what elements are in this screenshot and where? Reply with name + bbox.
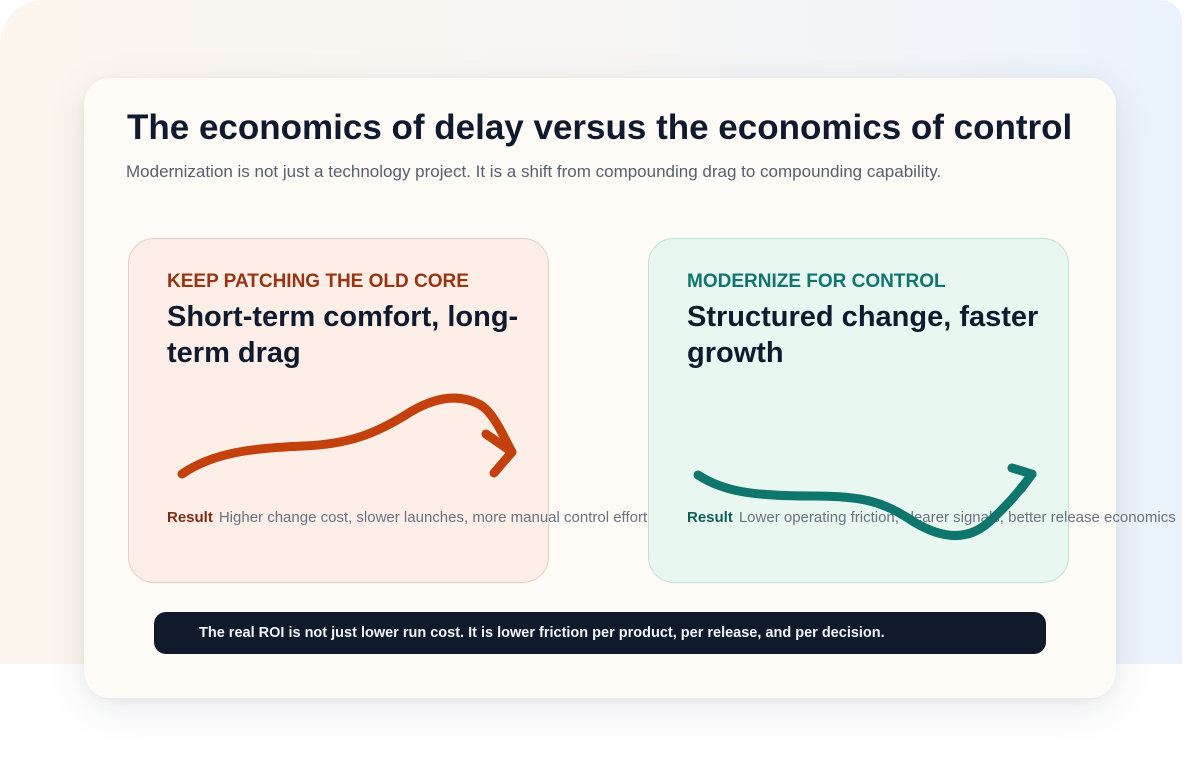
card-kicker: MODERNIZE FOR CONTROL xyxy=(687,271,946,292)
card-kicker: KEEP PATCHING THE OLD CORE xyxy=(167,271,469,292)
page-subtitle: Modernization is not just a technology p… xyxy=(126,162,942,181)
card-result: Result Higher change cost, slower launche… xyxy=(167,509,647,526)
option-card-modernize: MODERNIZE FOR CONTROL Structured change,… xyxy=(648,238,1176,583)
roi-banner: The real ROI is not just lower run cost.… xyxy=(154,612,1046,654)
result-text: Lower operating friction, clearer signal… xyxy=(738,509,1176,526)
page-title: The economics of delay versus the econom… xyxy=(127,108,1073,147)
card-headline: Structured change, faster growth xyxy=(687,301,1039,369)
slide-card: The economics of delay versus the econom… xyxy=(84,78,1176,698)
result-text: Higher change cost, slower launches, mor… xyxy=(218,509,648,526)
result-label: Result xyxy=(687,509,733,526)
result-label: Result xyxy=(167,509,213,526)
option-card-patch: KEEP PATCHING THE OLD CORE Short-term co… xyxy=(128,238,647,583)
card-headline: Short-term comfort, long-term drag xyxy=(167,301,519,369)
card-result: Result Lower operating friction, clearer … xyxy=(687,509,1176,526)
